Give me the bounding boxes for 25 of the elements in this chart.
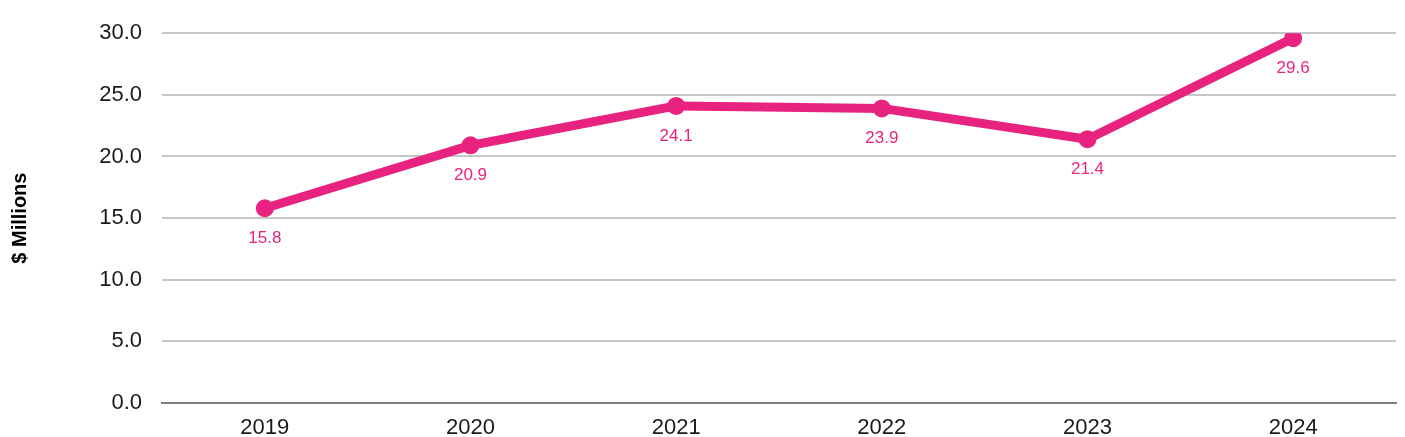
- data-label: 24.1: [659, 125, 693, 145]
- x-tick-label: 2020: [446, 414, 495, 437]
- x-tick-label: 2023: [1063, 414, 1112, 437]
- data-label: 29.6: [1276, 57, 1310, 77]
- x-tick-label: 2021: [651, 414, 701, 437]
- point: [1078, 130, 1097, 149]
- point: [461, 136, 480, 155]
- point: [872, 99, 891, 118]
- y-tick-label: 10.0: [99, 265, 142, 291]
- point: [667, 96, 686, 115]
- data-label: 20.9: [453, 165, 488, 185]
- y-tick-label: 20.0: [99, 142, 142, 168]
- y-tick-label: 25.0: [99, 80, 142, 106]
- x-tick-label: 2024: [1268, 414, 1318, 437]
- data-label: 23.9: [865, 128, 899, 148]
- data-label: 21.4: [1070, 158, 1105, 178]
- x-tick-label: 2022: [857, 414, 907, 437]
- x-tick-label: 2019: [240, 414, 290, 437]
- y-tick-label: 15.0: [99, 204, 142, 230]
- y-tick-label: 30.0: [99, 19, 142, 45]
- point: [255, 199, 274, 218]
- y-tick-label: 0.0: [111, 389, 142, 415]
- y-axis-title: $ Millions: [7, 172, 30, 264]
- data-label: 15.8: [248, 227, 282, 247]
- y-tick-label: 5.0: [111, 327, 142, 353]
